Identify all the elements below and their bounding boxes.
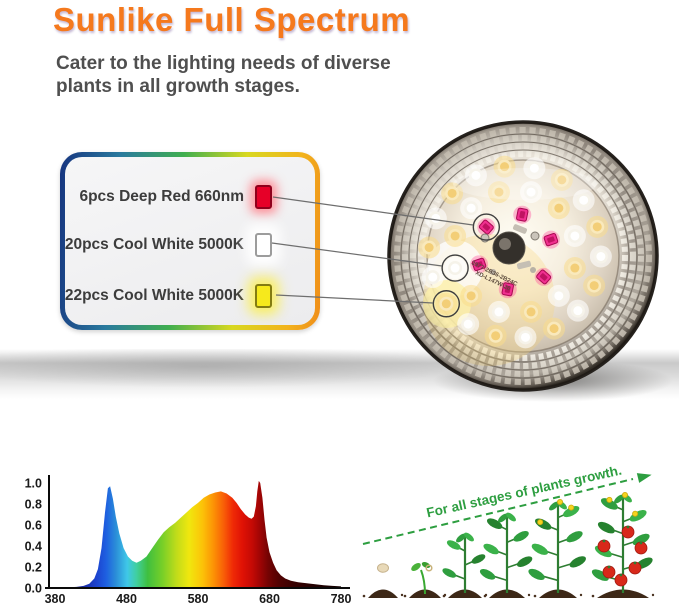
plant-stage-young-plant bbox=[479, 512, 533, 598]
y-tick-label: 0.8 bbox=[25, 498, 42, 512]
leaf-icon bbox=[569, 556, 586, 568]
grow-light-photo: 3977-2B36-2B24C XD-L147W-20 bbox=[387, 120, 659, 392]
legend-row-warm-white: 22pcs Cool White 5000K bbox=[65, 281, 272, 311]
soil-mound bbox=[448, 589, 482, 598]
y-tick-label: 0.0 bbox=[25, 582, 42, 596]
warm-yellow-led-swatch-icon bbox=[255, 284, 272, 308]
plant-stage-sprout bbox=[403, 561, 447, 598]
y-tick-label: 0.2 bbox=[25, 561, 42, 575]
leaf-icon bbox=[516, 556, 533, 567]
flower-icon bbox=[621, 492, 628, 499]
plant-stage-seedling bbox=[442, 532, 488, 598]
growth-arrow-line bbox=[362, 478, 634, 545]
soil-mound bbox=[368, 589, 398, 598]
leaf-icon bbox=[479, 569, 496, 580]
leaf-icon bbox=[632, 533, 650, 546]
leaf-icon bbox=[471, 554, 486, 564]
page-subtitle: Cater to the lighting needs of diverse p… bbox=[56, 52, 391, 98]
legend-label-deep-red: 6pcs Deep Red 660nm bbox=[79, 188, 244, 205]
leaf-icon bbox=[591, 569, 609, 581]
x-tick-label: 580 bbox=[188, 592, 209, 606]
y-tick-label: 1.0 bbox=[25, 477, 42, 491]
leaf-icon bbox=[528, 568, 545, 581]
legend-label-warm-white: 22pcs Cool White 5000K bbox=[64, 287, 244, 304]
leaf-icon bbox=[483, 543, 499, 555]
leaf-icon bbox=[535, 518, 552, 530]
x-tick-label: 780 bbox=[331, 592, 352, 606]
plant-stage-fruiting-plant bbox=[591, 492, 655, 598]
soil-mound bbox=[539, 589, 577, 598]
flower-icon bbox=[568, 504, 575, 511]
plant-stage-flowering-plant bbox=[528, 499, 586, 598]
leaf-icon bbox=[629, 509, 647, 522]
legend-label-cool-white: 20pcs Cool White 5000K bbox=[64, 236, 244, 253]
flower-icon bbox=[606, 496, 613, 503]
x-tick-label: 480 bbox=[116, 592, 137, 606]
leaf-icon bbox=[442, 568, 457, 578]
y-tick-label: 0.6 bbox=[25, 519, 42, 533]
sprout-stem bbox=[420, 569, 426, 595]
spectrum-area bbox=[49, 480, 341, 588]
leaf-icon bbox=[446, 540, 461, 550]
lamp-highlight bbox=[453, 168, 597, 200]
flower-icon bbox=[632, 510, 639, 517]
plant-stage-seed bbox=[362, 563, 404, 598]
leaf-icon bbox=[513, 531, 529, 542]
x-tick-label: 380 bbox=[45, 592, 66, 606]
leaf-icon bbox=[566, 531, 583, 543]
cool-white-led-swatch-icon bbox=[255, 233, 272, 257]
leaf-icon bbox=[597, 521, 615, 534]
legend-row-cool-white: 20pcs Cool White 5000K bbox=[65, 230, 272, 260]
leaf-icon bbox=[531, 543, 549, 555]
spectrum-chart: 0.0 0.2 0.4 0.6 0.8 1.0 380 480 580 680 780 bbox=[25, 475, 352, 606]
lamp-vignette bbox=[389, 122, 657, 390]
soil-mound bbox=[597, 589, 649, 598]
seed-icon bbox=[377, 563, 389, 573]
subtitle-line-2: plants in all growth stages. bbox=[56, 76, 300, 97]
flower-icon bbox=[537, 519, 544, 526]
growth-arrow-head-icon bbox=[636, 473, 652, 483]
plant-growth-stages bbox=[362, 473, 655, 598]
leaf-icon bbox=[563, 505, 580, 518]
y-tick-label: 0.4 bbox=[25, 540, 42, 554]
led-legend-box: 6pcs Deep Red 660nm 20pcs Cool White 500… bbox=[60, 152, 320, 330]
soil-mound bbox=[489, 589, 525, 598]
leaf-icon bbox=[486, 518, 503, 529]
deep-red-led-swatch-icon bbox=[255, 185, 272, 209]
legend-row-deep-red: 6pcs Deep Red 660nm bbox=[79, 182, 272, 212]
leaf-icon bbox=[600, 498, 618, 510]
seed-husk bbox=[425, 564, 433, 572]
x-tick-label: 680 bbox=[259, 592, 280, 606]
page-title: Sunlike Full Spectrum bbox=[53, 1, 411, 38]
flower-icon bbox=[556, 499, 563, 506]
led-legend-inner: 6pcs Deep Red 660nm 20pcs Cool White 500… bbox=[65, 157, 315, 325]
subtitle-line-1: Cater to the lighting needs of diverse bbox=[56, 53, 391, 74]
